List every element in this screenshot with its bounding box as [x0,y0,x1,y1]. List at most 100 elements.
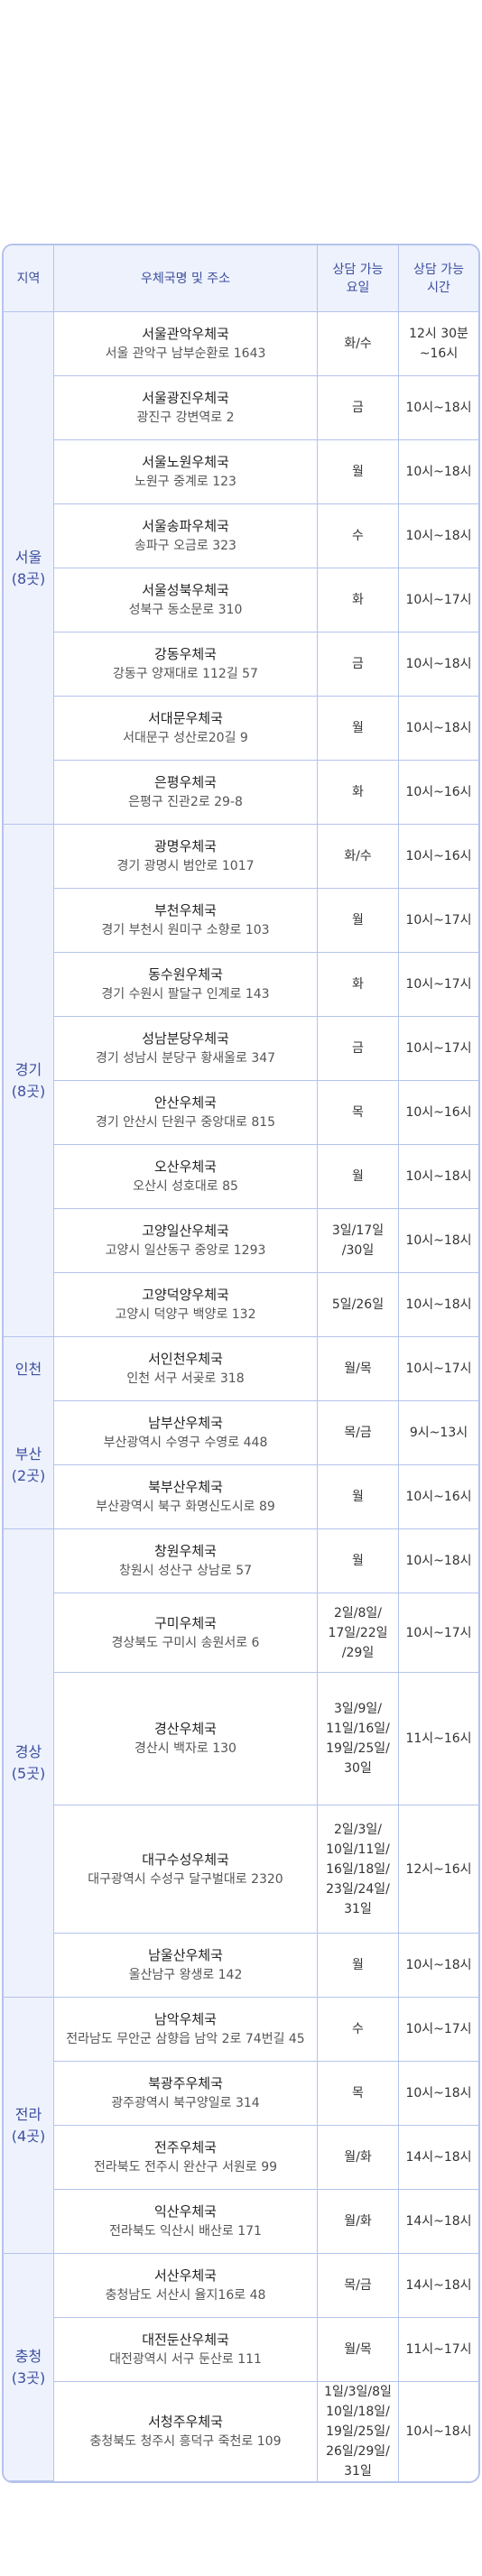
region-cell: 충청 (3곳) [4,2254,54,2481]
available-time: 10시~17시 [399,1017,478,1081]
office-cell: 안산우체국 경기 안산시 단원구 중앙대로 815 [54,1081,318,1145]
available-time: 10시~16시 [399,1081,478,1145]
available-time: 14시~18시 [399,2126,478,2190]
office-name: 고양덕양우체국 [142,1287,229,1303]
table-body: 서울 (8곳) 서울관악우체국 서울 관악구 남부순환로 1643 화/수 12시 30… [4,312,478,2481]
available-time: 10시~16시 [399,761,478,825]
office-cell: 대구수성우체국 대구광역시 수성구 달구벌대로 2320 [54,1805,318,1934]
available-time: 10시~17시 [399,953,478,1017]
available-time: 10시~18시 [399,1529,478,1593]
office-address: 경상북도 구미시 송원서로 6 [111,1635,260,1650]
available-days: 월 [318,889,399,953]
office-address: 경기 광명시 범안로 1017 [116,859,255,873]
available-days: 월 [318,440,399,504]
available-days: 2일/3일/ 10일/11일/ 16일/18일/ 23일/24일/ 31일 [318,1805,399,1934]
office-address: 부산광역시 수영구 수영로 448 [103,1436,268,1450]
available-time: 10시~18시 [399,2062,478,2126]
table-row: 북부산우체국 부산광역시 북구 화명신도시로 89 월 10시~16시 [4,1465,478,1529]
available-days: 목 [318,1081,399,1145]
office-cell: 익산우체국 전라북도 익산시 배산로 171 [54,2190,318,2254]
consultation-schedule-table: 지역 우체국명 및 주소 상담 가능 요일 상담 가능 시간 서울 (8곳) 서울… [2,244,480,2483]
office-cell: 창원우체국 창원시 성산구 상남로 57 [54,1529,318,1593]
office-address: 강동구 양재대로 112길 57 [113,667,258,681]
available-time: 10시~18시 [399,440,478,504]
office-name: 남부산우체국 [148,1415,223,1431]
available-days: 월 [318,1145,399,1209]
available-time: 10시~18시 [399,1273,478,1337]
available-days: 목 [318,2062,399,2126]
available-days: 금 [318,376,399,440]
office-name: 창원우체국 [153,1543,217,1559]
office-address: 송파구 오금로 323 [134,539,236,553]
table-row: 충청 (3곳) 서산우체국 충청남도 서산시 율지16로 48 목/금 14시~18시 [4,2254,478,2481]
available-days: 월/목 [318,2318,399,2382]
office-name: 서인천우체국 [148,1351,223,1367]
available-days: 화 [318,761,399,825]
table-row: 오산우체국 오산시 성호대로 85 월 10시~18시 [4,1145,478,1209]
table-row: 대전둔산우체국 대전광역시 서구 둔산로 111 월/목 11시~17시 [4,2318,478,2382]
available-time: 14시~18시 [399,2190,478,2254]
office-cell: 서울송파우체국 송파구 오금로 323 [54,504,318,568]
office-address: 고양시 덕양구 백양로 132 [115,1307,256,1322]
region-cell: 부산 (2곳) [4,1401,54,1529]
table-row: 북광주우체국 광주광역시 북구양일로 314 목 10시~18시 [4,2062,478,2126]
office-address: 전라남도 무안군 삼향읍 남악 2로 74번길 45 [66,2032,305,2046]
office-name: 대전둔산우체국 [142,2331,229,2348]
office-cell: 북광주우체국 광주광역시 북구양일로 314 [54,2062,318,2126]
available-time: 10시~18시 [399,697,478,761]
office-name: 강동우체국 [153,646,217,662]
office-address: 경기 성남시 분당구 황새울로 347 [95,1051,276,1066]
office-address: 경기 부천시 원미구 소향로 103 [101,923,270,937]
available-time: 12시~16시 [399,1805,478,1934]
available-time: 10시~17시 [399,1337,478,1401]
office-cell: 구미우체국 경상북도 구미시 송원서로 6 [54,1593,318,1673]
table-row: 대구수성우체국 대구광역시 수성구 달구벌대로 2320 2일/3일/ 10일/11… [4,1805,478,1934]
available-time: 11시~17시 [399,2318,478,2382]
office-cell: 광명우체국 경기 광명시 범안로 1017 [54,825,318,889]
available-days: 월 [318,1934,399,1998]
available-days: 3일/17일 /30일 [318,1209,399,1273]
office-name: 남울산우체국 [148,1947,223,1963]
office-address: 인천 서구 서곶로 318 [126,1371,245,1386]
available-time: 11시~16시 [399,1673,478,1805]
available-days: 5일/26일 [318,1273,399,1337]
table-row: 서울 (8곳) 서울관악우체국 서울 관악구 남부순환로 1643 화/수 12시 30… [4,312,478,825]
table-row: 전라 (4곳) 남악우체국 전라남도 무안군 삼향읍 남악 2로 74번길 45 수 1… [4,1998,478,2254]
office-address: 광진구 강변역로 2 [136,411,235,425]
office-name: 은평우체국 [153,774,217,790]
office-cell: 서산우체국 충청남도 서산시 율지16로 48 [54,2254,318,2318]
office-address: 충청북도 청주시 흥덕구 죽천로 109 [89,2434,282,2449]
table-row: 서울노원우체국 노원구 중계로 123 월 10시~18시 [4,440,478,504]
office-name: 경산우체국 [153,1721,217,1737]
office-address: 경산시 백자로 130 [134,1741,236,1756]
office-address: 전라북도 전주시 완산구 서원로 99 [93,2160,278,2174]
available-days: 수 [318,504,399,568]
office-cell: 서울관악우체국 서울 관악구 남부순환로 1643 [54,312,318,376]
table-row: 경기 (8곳) 광명우체국 경기 광명시 범안로 1017 화/수 10시~16시 [4,825,478,1337]
office-name: 북광주우체국 [148,2075,223,2091]
header-office: 우체국명 및 주소 [54,245,318,312]
office-name: 서청주우체국 [148,2414,223,2430]
office-name: 고양일산우체국 [142,1223,229,1239]
table-row: 경상 (5곳) 창원우체국 창원시 성산구 상남로 57 월 10시~18시 [4,1529,478,1998]
available-time: 10시~18시 [399,1209,478,1273]
office-address: 부산광역시 북구 화명신도시로 89 [96,1500,275,1514]
office-address: 서울 관악구 남부순환로 1643 [105,346,266,361]
office-address: 충청남도 서산시 율지16로 48 [105,2288,266,2303]
office-cell: 은평우체국 은평구 진관2로 29-8 [54,761,318,825]
office-cell: 동수원우체국 경기 수원시 팔달구 인계로 143 [54,953,318,1017]
office-address: 대구광역시 수성구 달구벌대로 2320 [88,1871,283,1887]
table-row: 동수원우체국 경기 수원시 팔달구 인계로 143 화 10시~17시 [4,953,478,1017]
office-cell: 오산우체국 오산시 성호대로 85 [54,1145,318,1209]
available-time: 9시~13시 [399,1401,478,1465]
office-address: 경기 수원시 팔달구 인계로 143 [101,987,270,1002]
region-cell: 전라 (4곳) [4,1998,54,2254]
table-row: 서울광진우체국 광진구 강변역로 2 금 10시~18시 [4,376,478,440]
office-name: 서대문우체국 [148,710,223,726]
available-time: 10시~18시 [399,632,478,697]
available-days: 수 [318,1998,399,2062]
office-name: 서울광진우체국 [142,390,229,406]
office-name: 오산우체국 [153,1159,217,1175]
office-cell: 서울노원우체국 노원구 중계로 123 [54,440,318,504]
